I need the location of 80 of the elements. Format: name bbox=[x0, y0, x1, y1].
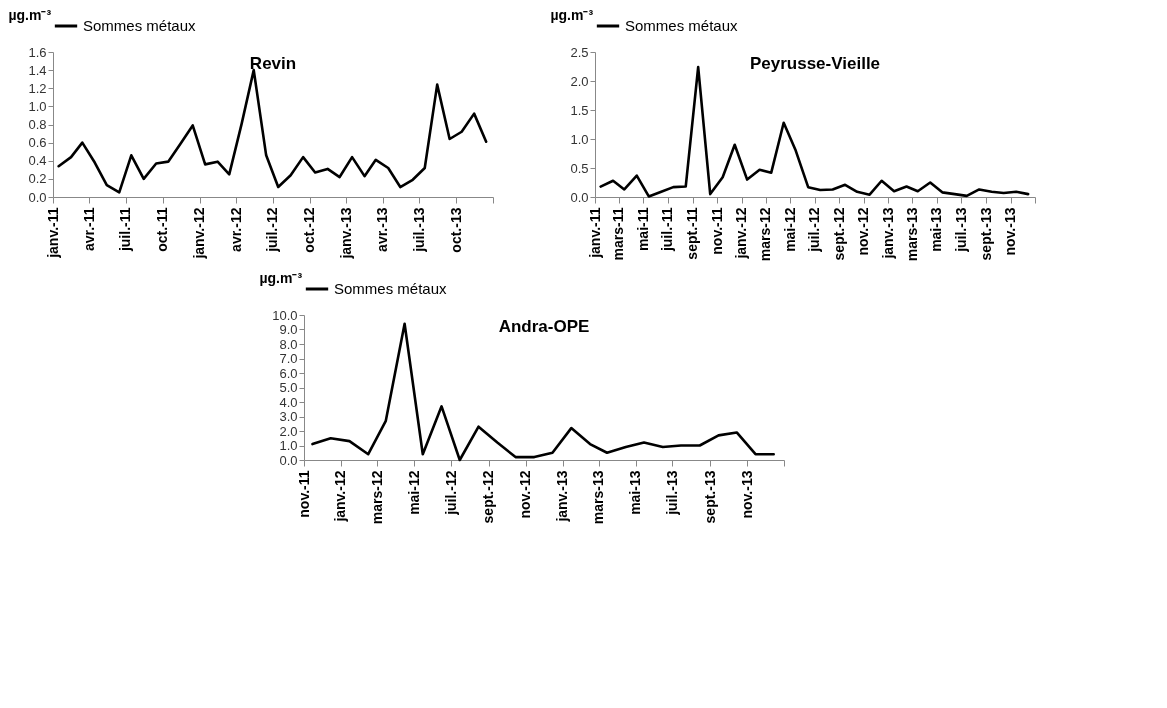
y-tick-label: 0.2 bbox=[28, 171, 47, 187]
x-tick-label: nov.-11 bbox=[295, 470, 312, 518]
y-tick-label: 1.0 bbox=[279, 438, 298, 453]
line-series bbox=[311, 322, 775, 462]
y-tick-label: 0.4 bbox=[28, 153, 47, 169]
x-tick-label: juil.-12 bbox=[806, 207, 823, 253]
x-tick-label: mars-11 bbox=[610, 207, 627, 261]
y-tick-label: 2.0 bbox=[570, 73, 589, 89]
y-tick-label: 2.0 bbox=[279, 423, 298, 439]
legend-label: Sommes métaux bbox=[334, 280, 448, 297]
y-axis-title: µg.m⁻³ bbox=[8, 6, 52, 23]
x-tick-label: juil.-13 bbox=[952, 207, 969, 253]
x-tick-label: mai-12 bbox=[781, 207, 798, 252]
legend-label: Sommes métaux bbox=[83, 17, 197, 34]
x-tick-label: juil.-13 bbox=[410, 207, 427, 253]
x-tick-label: nov.-11 bbox=[708, 207, 725, 255]
x-tick-label: sept.-13 bbox=[701, 470, 718, 524]
y-tick-label: 4.0 bbox=[279, 394, 298, 410]
y-tick-label: 9.0 bbox=[279, 322, 298, 337]
chart-title: Peyrusse-Vieille bbox=[749, 54, 881, 73]
x-tick-label: janv.-12 bbox=[332, 470, 349, 523]
x-tick-label: nov.-12 bbox=[517, 470, 534, 519]
x-tick-label: janv.-11 bbox=[586, 207, 603, 259]
x-tick-label: nov.-12 bbox=[855, 207, 872, 256]
y-tick-label: 8.0 bbox=[279, 336, 298, 352]
x-tick-label: mars-13 bbox=[590, 470, 607, 525]
x-tick-label: avr.-13 bbox=[374, 207, 391, 252]
chart-title: Andra-OPE bbox=[498, 317, 590, 336]
y-tick-label: 0.8 bbox=[28, 117, 47, 132]
x-tick-label: mai-13 bbox=[928, 207, 945, 252]
legend-label: Sommes métaux bbox=[625, 17, 739, 34]
x-tick-label: oct.-12 bbox=[301, 207, 318, 253]
y-tick-label: 6.0 bbox=[279, 365, 298, 381]
y-tick-label: 1.0 bbox=[28, 98, 47, 114]
x-tick-label: nov.-13 bbox=[738, 470, 755, 519]
x-tick-label: janv.-13 bbox=[879, 207, 896, 260]
x-tick-label: juil.-13 bbox=[663, 470, 680, 516]
y-tick-label: 0.5 bbox=[570, 160, 589, 176]
x-tick-label: mars-13 bbox=[903, 207, 920, 262]
y-tick-label: 7.0 bbox=[279, 351, 298, 366]
y-tick-label: 0.0 bbox=[28, 189, 47, 205]
y-tick-label: 3.0 bbox=[279, 409, 298, 424]
y-tick-label: 1.4 bbox=[28, 62, 47, 78]
x-tick-label: avr.-12 bbox=[227, 207, 244, 252]
y-tick-label: 0.0 bbox=[279, 452, 298, 468]
x-tick-label: mai-12 bbox=[405, 470, 422, 515]
y-axis-title: µg.m⁻³ bbox=[259, 269, 303, 286]
x-tick-label: janv.-12 bbox=[733, 207, 750, 260]
x-tick-label: juil.-12 bbox=[264, 207, 281, 253]
x-tick-label: mars-12 bbox=[757, 207, 774, 262]
y-tick-label: 0.6 bbox=[28, 135, 47, 151]
y-tick-label: 1.5 bbox=[570, 102, 589, 118]
x-tick-label: mai-11 bbox=[634, 207, 651, 252]
x-tick-label: sept.-11 bbox=[684, 207, 701, 260]
chart-title: Revin bbox=[249, 54, 297, 73]
x-tick-label: sept.-12 bbox=[480, 470, 497, 524]
x-tick-label: janv.-13 bbox=[554, 470, 571, 523]
x-tick-label: juil.-11 bbox=[659, 207, 676, 253]
x-tick-label: sept.-13 bbox=[977, 207, 994, 261]
x-tick-label: nov.-13 bbox=[1002, 207, 1019, 256]
y-tick-label: 1.2 bbox=[28, 80, 47, 96]
x-tick-label: avr.-11 bbox=[80, 207, 97, 252]
x-tick-label: mai-13 bbox=[627, 470, 644, 515]
line-series bbox=[57, 68, 488, 194]
x-tick-label: janv.-11 bbox=[44, 207, 61, 259]
x-tick-label: oct.-13 bbox=[447, 207, 464, 253]
x-tick-label: mars-12 bbox=[368, 470, 385, 525]
y-tick-label: 5.0 bbox=[279, 380, 298, 395]
y-tick-label: 0.0 bbox=[570, 189, 589, 205]
x-tick-label: janv.-13 bbox=[337, 207, 354, 260]
x-tick-label: juil.-12 bbox=[442, 470, 459, 516]
y-tick-label: 1.0 bbox=[570, 131, 589, 147]
y-tick-label: 10.0 bbox=[272, 307, 298, 323]
y-tick-label: 1.6 bbox=[28, 44, 47, 60]
y-axis-title: µg.m⁻³ bbox=[550, 6, 594, 23]
x-tick-label: janv.-12 bbox=[191, 207, 208, 260]
x-tick-label: sept.-12 bbox=[830, 207, 847, 261]
x-tick-label: oct.-11 bbox=[154, 207, 171, 252]
x-tick-label: juil.-11 bbox=[117, 207, 134, 253]
y-tick-label: 2.5 bbox=[570, 44, 589, 60]
